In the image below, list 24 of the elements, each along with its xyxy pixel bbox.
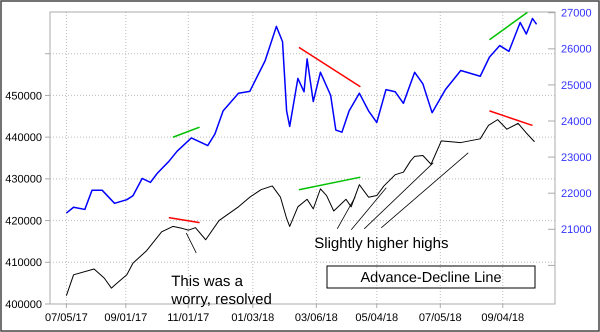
y2-tick-label: 26000 [561, 44, 592, 56]
x-tick-label: 01/03/18 [231, 312, 274, 324]
y2-tick-label: 27000 [561, 8, 592, 20]
x-tick-label: 05/04/18 [355, 312, 398, 324]
y-tick-label: 400000 [5, 298, 42, 311]
y2-tick-label: 22000 [561, 188, 592, 200]
x-tick-label: 03/06/18 [294, 312, 338, 324]
y-tick-label: 430000 [5, 174, 42, 186]
y2-tick-label: 24000 [561, 116, 592, 128]
annotation: Slightly higher highs [314, 234, 449, 252]
y2-tick-label: 23000 [561, 152, 592, 164]
y-tick-label: 440000 [5, 132, 42, 144]
y2-tick-label: 21000 [561, 224, 592, 236]
y-tick-label: 450000 [5, 90, 42, 102]
x-tick-label: 07/05/18 [418, 312, 462, 324]
annotation: This was a worry, resolved [170, 272, 272, 308]
x-tick-label: 11/01/17 [167, 312, 210, 324]
y-tick-label: 420000 [5, 215, 42, 228]
x-tick-label: 07/05/17 [44, 312, 88, 324]
x-tick-label: 09/04/18 [481, 312, 524, 324]
y2-tick-label: 25000 [561, 80, 592, 92]
y-tick-label: 410000 [5, 257, 42, 270]
x-tick-label: 09/01/17 [104, 312, 148, 324]
text: Advance-Decline Line [360, 270, 502, 286]
